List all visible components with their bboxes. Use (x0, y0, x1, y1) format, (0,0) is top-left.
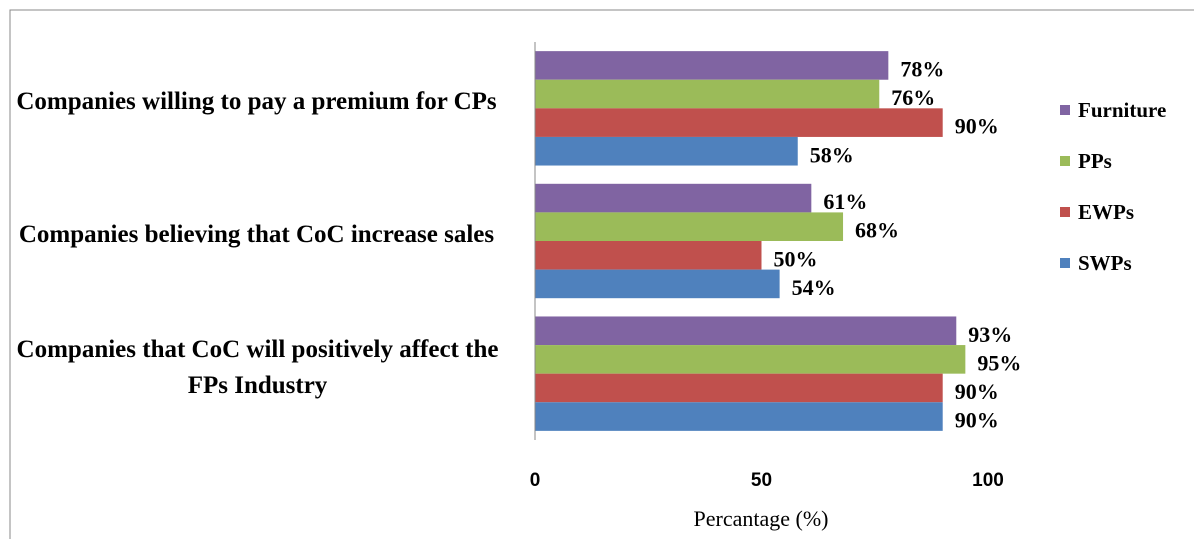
legend-label: Furniture (1078, 98, 1166, 122)
legend-label: SWPs (1078, 251, 1132, 275)
value-label: 90% (955, 379, 999, 404)
value-label: 93% (968, 322, 1012, 347)
y-tick-label: Companies willing to pay a premium for C… (16, 88, 497, 116)
value-label: 95% (977, 350, 1021, 375)
x-tick-label: 100 (972, 470, 1004, 491)
value-label: 90% (955, 408, 999, 433)
value-label: 68% (855, 218, 899, 243)
x-tick-label: 0 (530, 470, 541, 491)
value-label: 61% (823, 189, 867, 214)
bar (535, 108, 943, 137)
legend-swatch (1060, 258, 1070, 268)
bar (535, 241, 762, 270)
y-tick-label: Companies that CoC will positively affec… (16, 335, 499, 399)
bar (535, 345, 966, 374)
legend-label: EWPs (1078, 200, 1134, 224)
legend-swatch (1060, 156, 1070, 166)
legend-swatch (1060, 207, 1070, 217)
frame (9, 9, 1194, 539)
legend-label: PPs (1078, 149, 1112, 173)
value-label: 78% (900, 56, 944, 81)
bar (535, 402, 943, 431)
value-label: 54% (792, 275, 836, 300)
value-label: 76% (891, 85, 935, 110)
bar (535, 183, 812, 213)
value-label: 58% (810, 142, 854, 167)
value-label: 50% (774, 246, 818, 271)
bar (535, 212, 844, 241)
legend-swatch (1060, 105, 1070, 115)
value-label: 90% (955, 114, 999, 139)
bar (535, 269, 780, 299)
bar (535, 79, 880, 109)
bar (535, 373, 943, 403)
x-axis-label: Percantage (%) (694, 506, 829, 531)
x-tick-label: 50 (751, 470, 772, 491)
bar (535, 51, 889, 80)
bar (535, 316, 957, 346)
bar (535, 136, 798, 166)
y-tick-label: Companies believing that CoC increase sa… (18, 221, 495, 248)
